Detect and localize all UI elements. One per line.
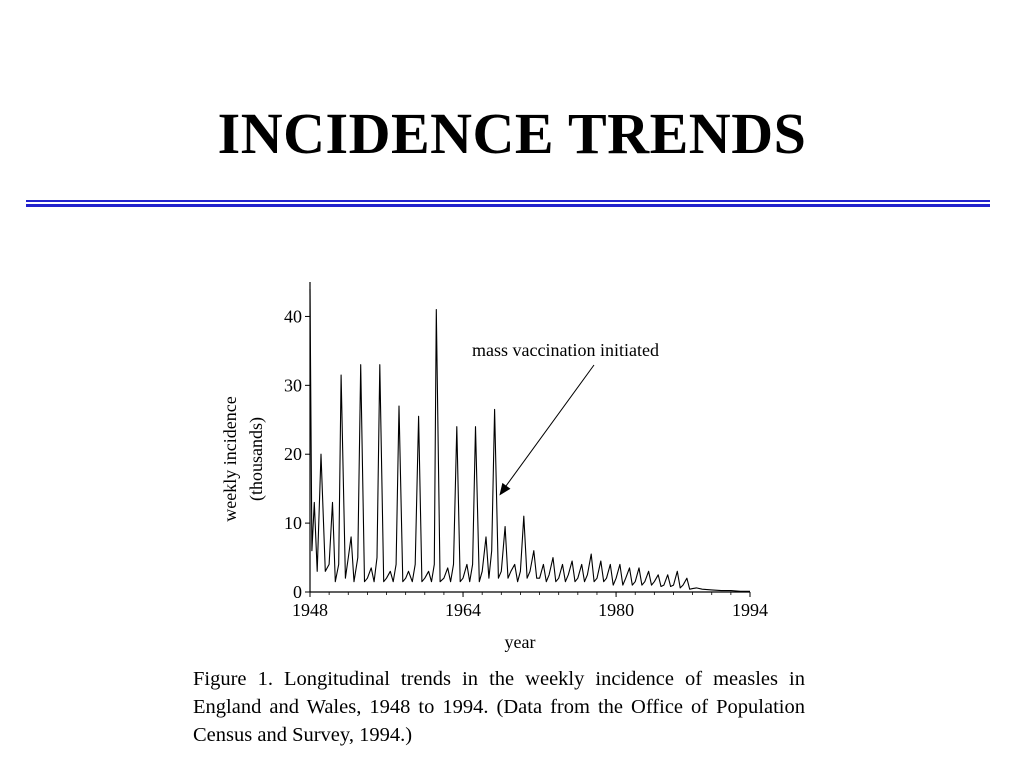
title-divider [26,200,990,207]
y-tick-label: 20 [284,444,302,464]
y-tick-label: 0 [293,582,302,602]
x-tick-label: 1980 [598,600,634,620]
slide-title: INCIDENCE TRENDS [217,101,807,166]
title-divider-line-thick [26,204,990,207]
x-axis-label: year [505,632,536,652]
y-tick-label: 10 [284,513,302,533]
annotation-arrow-head [499,482,511,496]
measles-chart: 0 10 20 30 40 1948 1964 1980 1994 weekly incide… [200,270,800,660]
x-tick-label: 1964 [445,600,481,620]
y-axis-label-unit: (thousands) [246,417,267,501]
x-axis-ticks: 1948 1964 1980 1994 [292,592,768,620]
y-tick-label: 40 [284,306,302,326]
x-tick-label: 1994 [732,600,768,620]
series-line-weekly-incidence [309,288,750,592]
figure-caption: Figure 1. Longitudinal trends in the wee… [193,668,805,746]
y-axis-label: weekly incidence [220,396,240,521]
annotation-arrow-line [502,364,595,490]
y-axis-ticks: 0 10 20 30 40 [284,306,310,602]
chart-canvas: 0 10 20 30 40 1948 1964 1980 1994 weekly incide… [220,282,768,652]
annotation-text: mass vaccination initiated [472,340,659,360]
x-tick-label: 1948 [292,600,328,620]
title-divider-line-thin [26,200,990,202]
y-tick-label: 30 [284,375,302,395]
